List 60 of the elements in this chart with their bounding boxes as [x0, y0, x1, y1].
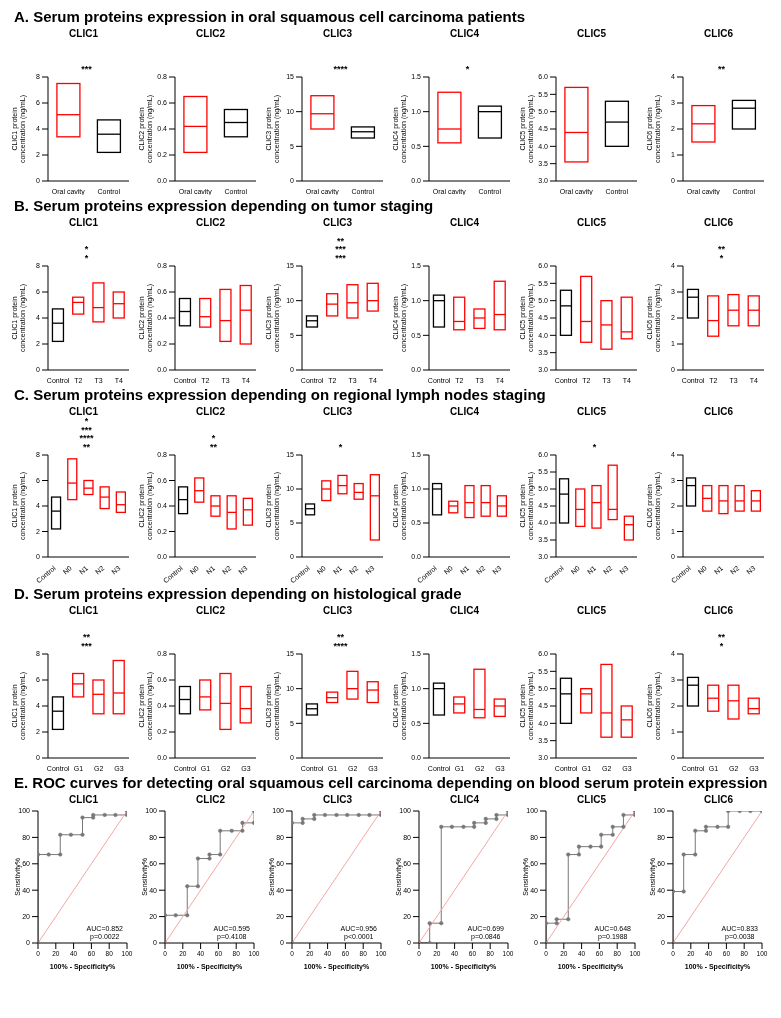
- text: *: [338, 441, 343, 452]
- text: B. Serum proteins expression depending on tumor staging: [14, 197, 435, 215]
- chart-title: CLIC5: [576, 605, 607, 616]
- chart-title: CLIC1: [68, 217, 99, 228]
- text: **: [336, 632, 344, 642]
- chart-title: CLIC3: [322, 28, 353, 39]
- chart-title: CLIC2: [195, 217, 226, 228]
- text: *: [465, 63, 470, 74]
- text: *: [719, 640, 724, 651]
- chart-title: CLIC4: [449, 605, 480, 616]
- text: ****: [333, 63, 348, 74]
- text: **: [717, 63, 725, 74]
- chart-title: CLIC1: [68, 605, 99, 616]
- chart-title: CLIC3: [322, 406, 353, 417]
- chart-title: CLIC6: [703, 217, 734, 228]
- chart-title: CLIC1: [68, 794, 99, 805]
- text: ***: [81, 640, 92, 651]
- text: A. Serum proteins expression in oral squamous cell carcinoma patients: [14, 8, 526, 26]
- chart-title: CLIC3: [322, 217, 353, 228]
- chart-title: CLIC6: [703, 28, 734, 39]
- chart-title: CLIC4: [449, 794, 480, 805]
- chart-title: CLIC5: [576, 406, 607, 417]
- chart-title: CLIC3: [322, 605, 353, 616]
- text: *: [211, 433, 216, 443]
- text: **: [82, 632, 90, 642]
- text: *: [719, 252, 724, 263]
- text: *: [84, 416, 89, 426]
- chart-title: CLIC2: [195, 794, 226, 805]
- chart-title: CLIC6: [703, 794, 734, 805]
- text: C. Serum proteins expression depending on regional lymph nodes staging: [14, 386, 547, 404]
- text: ****: [333, 640, 348, 651]
- text: ***: [81, 424, 92, 435]
- chart-title: CLIC1: [68, 28, 99, 39]
- chart-title: CLIC2: [195, 605, 226, 616]
- chart-title: CLIC4: [449, 28, 480, 39]
- chart-title: CLIC6: [703, 406, 734, 417]
- chart-title: CLIC3: [322, 794, 353, 805]
- text: D. Serum proteins expression depending on histological grade: [14, 585, 463, 603]
- chart-title: CLIC5: [576, 217, 607, 228]
- text: **: [717, 632, 725, 642]
- text: ***: [335, 244, 346, 254]
- chart-title: CLIC6: [703, 605, 734, 616]
- chart-title: CLIC4: [449, 217, 480, 228]
- text: *: [84, 244, 89, 254]
- text: *: [84, 252, 89, 263]
- text: ****: [79, 433, 94, 443]
- chart-title: CLIC4: [449, 406, 480, 417]
- text: E. ROC curves for detecting oral squamous cell carcinoma depending on blood serum protein expression: [14, 774, 769, 792]
- chart-title: CLIC2: [195, 28, 226, 39]
- text: **: [82, 441, 90, 452]
- chart-title: CLIC5: [576, 28, 607, 39]
- chart-title: CLIC2: [195, 406, 226, 417]
- chart-title: CLIC5: [576, 794, 607, 805]
- text: **: [209, 441, 217, 452]
- text: **: [336, 235, 344, 246]
- text: **: [717, 244, 725, 254]
- text: ***: [81, 63, 92, 74]
- text: ***: [335, 252, 346, 263]
- chart-title: CLIC1: [68, 406, 99, 417]
- text: *: [592, 441, 597, 452]
